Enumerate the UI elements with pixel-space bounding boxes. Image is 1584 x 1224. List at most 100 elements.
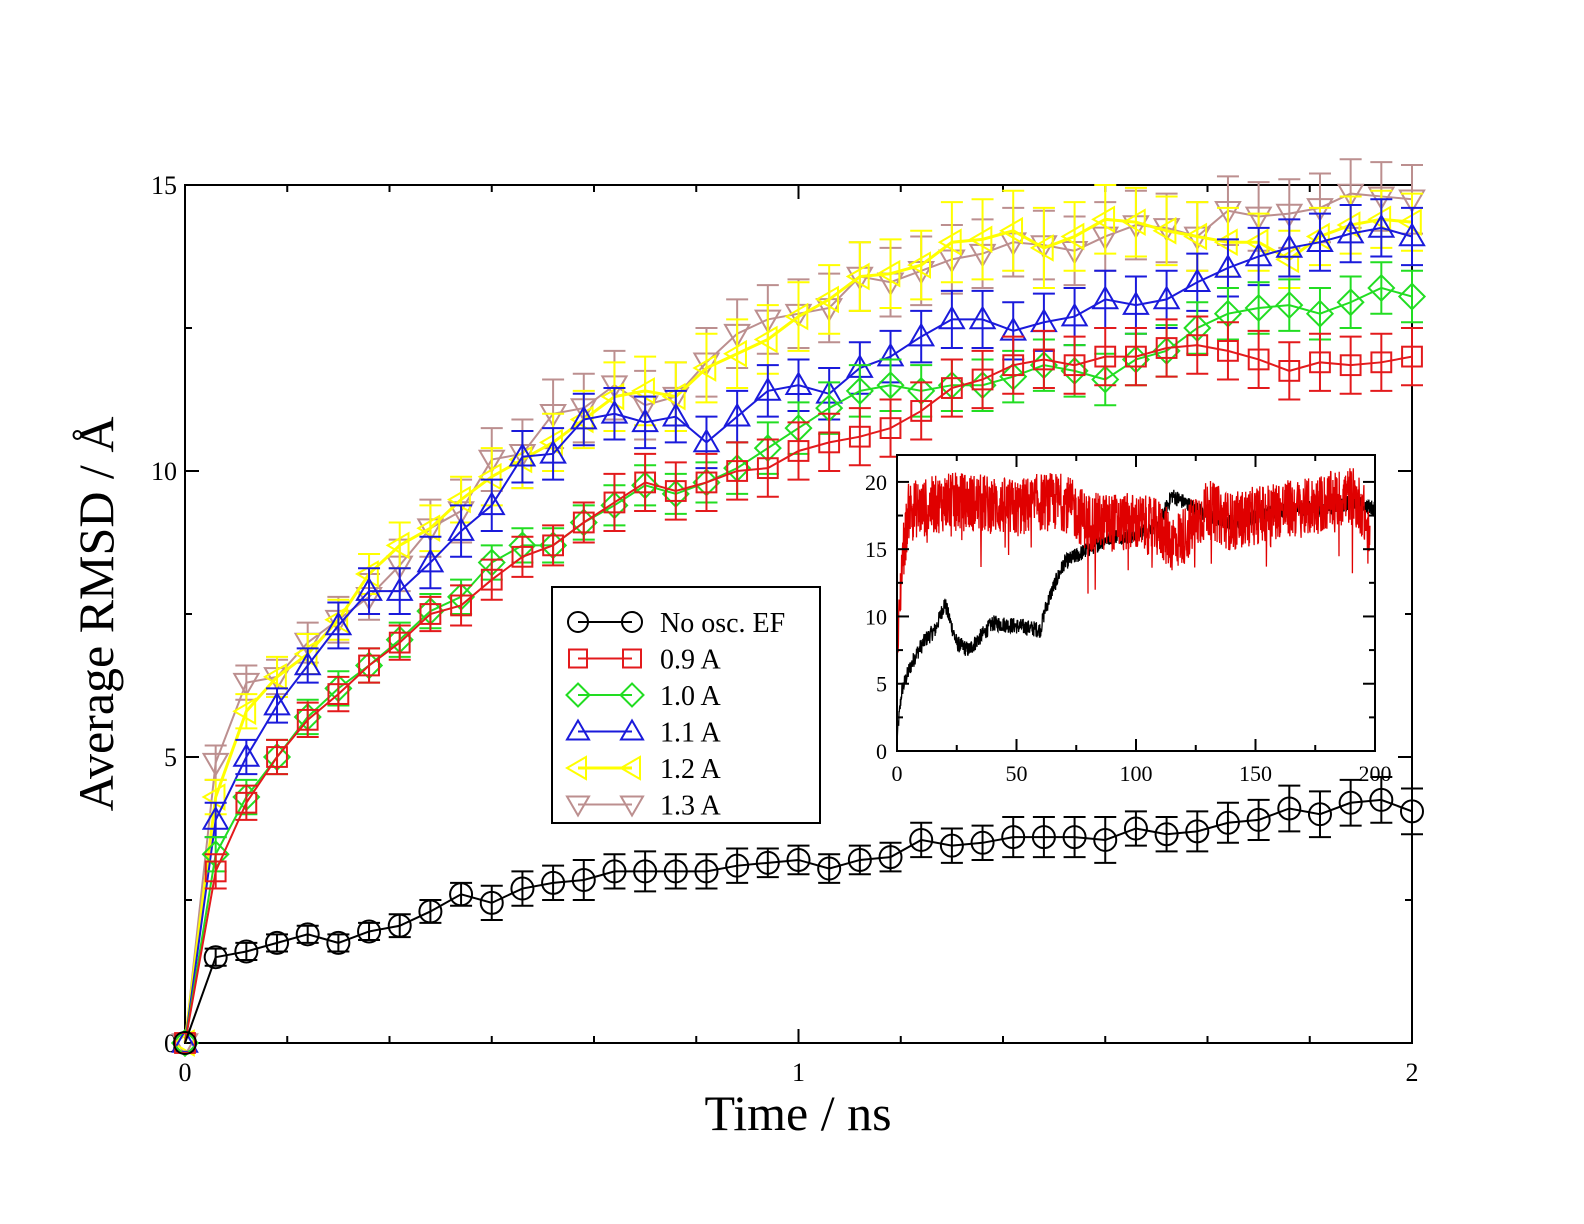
x-axis-title: Time / ns <box>704 1085 891 1141</box>
data-point <box>1125 345 1147 368</box>
data-point <box>723 402 751 427</box>
data-point <box>1278 360 1301 382</box>
legend-item: 1.2 A <box>565 754 721 785</box>
data-point <box>1398 189 1426 214</box>
data-point <box>1123 816 1148 841</box>
legend-label: No osc. EF <box>660 608 785 639</box>
inset-y-tick-label: 0 <box>876 739 887 764</box>
data-point <box>1244 242 1273 267</box>
legend-marker <box>619 795 645 818</box>
data-point <box>1185 819 1210 844</box>
legend-label: 1.1 A <box>660 718 721 749</box>
data-point <box>1309 351 1331 374</box>
data-point <box>876 371 905 400</box>
data-point <box>204 860 227 883</box>
data-point <box>1275 203 1304 228</box>
main-plot-series <box>170 158 1427 1058</box>
data-point <box>234 939 259 964</box>
y-tick-label: 15 <box>151 171 177 200</box>
legend-item: 0.9 A <box>568 645 721 676</box>
data-point <box>174 1032 196 1054</box>
inset-y-tick-label: 20 <box>865 470 887 495</box>
inset-x-tick-label: 100 <box>1120 761 1153 786</box>
data-point <box>1155 337 1178 359</box>
data-point <box>539 404 567 428</box>
data-point <box>385 531 410 560</box>
data-point <box>358 654 380 677</box>
data-point <box>295 922 320 947</box>
data-point <box>1214 253 1242 278</box>
inset-axis-tick-labels: 0 50 100 150 200 0 5 10 15 20 <box>865 470 1392 786</box>
series-0-9-a <box>174 315 1423 1054</box>
data-point <box>173 1031 197 1055</box>
data-point <box>1336 211 1361 239</box>
inset-y-tick-label: 5 <box>876 672 887 697</box>
y-axis-title: Average RMSD / Å <box>68 417 124 812</box>
data-point <box>602 859 627 884</box>
data-point <box>999 216 1024 245</box>
data-point <box>569 405 594 434</box>
data-point <box>480 568 503 591</box>
data-point <box>1339 354 1362 377</box>
data-point <box>232 742 261 767</box>
data-point <box>692 428 721 453</box>
data-point <box>1060 302 1089 327</box>
data-point <box>694 859 719 884</box>
data-point <box>909 827 934 852</box>
data-point <box>1400 799 1424 824</box>
series-1-2-a <box>170 184 1423 1057</box>
data-point <box>663 859 688 884</box>
data-point <box>1060 222 1085 251</box>
data-point <box>419 603 442 625</box>
data-point <box>1244 293 1273 323</box>
data-point <box>603 491 626 514</box>
data-point <box>542 534 565 557</box>
data-point <box>355 577 383 601</box>
data-point <box>907 322 936 347</box>
data-point <box>170 1029 195 1057</box>
data-point <box>753 325 778 354</box>
legend-label: 1.3 A <box>660 791 721 822</box>
data-point <box>296 708 319 731</box>
data-point <box>1154 822 1179 847</box>
data-point <box>878 845 903 870</box>
data-point <box>937 228 962 257</box>
data-point <box>600 399 629 424</box>
data-point <box>1093 827 1118 852</box>
data-point <box>539 428 563 457</box>
legend-marker <box>619 718 645 741</box>
data-point <box>1091 205 1116 234</box>
legend-item: 1.3 A <box>565 791 721 822</box>
data-point <box>1001 825 1026 850</box>
data-point <box>387 913 412 938</box>
data-point <box>1336 219 1365 244</box>
data-point <box>1397 282 1427 311</box>
data-point <box>968 225 993 254</box>
legend-marker <box>619 682 645 708</box>
data-point <box>1002 354 1025 377</box>
data-point <box>907 251 931 279</box>
data-point <box>416 548 445 573</box>
data-point <box>479 890 504 915</box>
data-point <box>170 1028 200 1058</box>
data-point <box>1336 288 1365 317</box>
inset-x-tick-label: 0 <box>892 761 903 786</box>
data-point <box>1152 216 1177 245</box>
x-tick-label: 2 <box>1406 1058 1419 1087</box>
data-point <box>324 605 349 634</box>
legend: No osc. EF 0.9 A 1.0 A 1.1 A 1.2 A 1.3 A <box>551 586 821 824</box>
data-point <box>266 746 288 768</box>
inset-axis-ticks <box>896 455 1376 752</box>
data-point <box>1063 354 1086 377</box>
data-point <box>755 850 780 875</box>
data-point <box>970 830 995 855</box>
data-point <box>1370 351 1393 374</box>
data-point <box>262 663 287 691</box>
data-point <box>201 752 230 777</box>
data-point <box>1246 807 1271 832</box>
data-point <box>723 339 747 368</box>
data-point <box>784 302 809 331</box>
data-point <box>265 930 290 955</box>
data-point <box>968 305 997 330</box>
